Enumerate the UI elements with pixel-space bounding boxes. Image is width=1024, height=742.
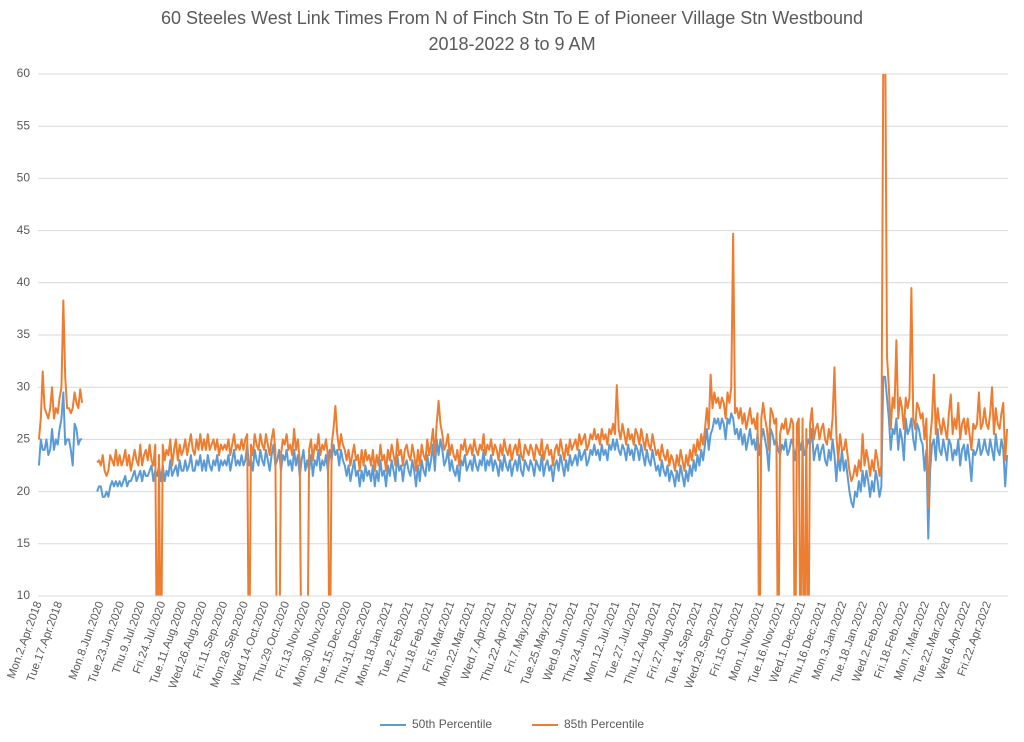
axes: 1015202530354045505560Mon.2.Apr.2018Tue.…	[6, 66, 1008, 690]
legend-label: 85th Percentile	[564, 717, 644, 731]
y-tick-label: 25	[17, 432, 31, 446]
y-tick-label: 20	[17, 484, 31, 498]
y-tick-label: 15	[17, 536, 31, 550]
y-tick-label: 30	[17, 379, 31, 393]
y-tick-label: 10	[17, 588, 31, 602]
y-tick-label: 40	[17, 275, 31, 289]
legend: 50th Percentile 85th Percentile	[380, 717, 644, 731]
legend-label: 50th Percentile	[412, 717, 492, 731]
chart-title: 60 Steeles West Link Times From N of Fin…	[161, 8, 863, 28]
series-line	[38, 375, 1008, 540]
series-line	[38, 74, 1008, 596]
y-tick-label: 35	[17, 327, 31, 341]
grid	[38, 73, 1008, 597]
y-tick-label: 55	[17, 118, 31, 132]
y-tick-label: 50	[17, 171, 31, 185]
chart-subtitle: 2018-2022 8 to 9 AM	[428, 34, 595, 54]
plot-area	[38, 74, 1008, 596]
y-tick-label: 60	[17, 66, 31, 80]
y-tick-label: 45	[17, 223, 31, 237]
